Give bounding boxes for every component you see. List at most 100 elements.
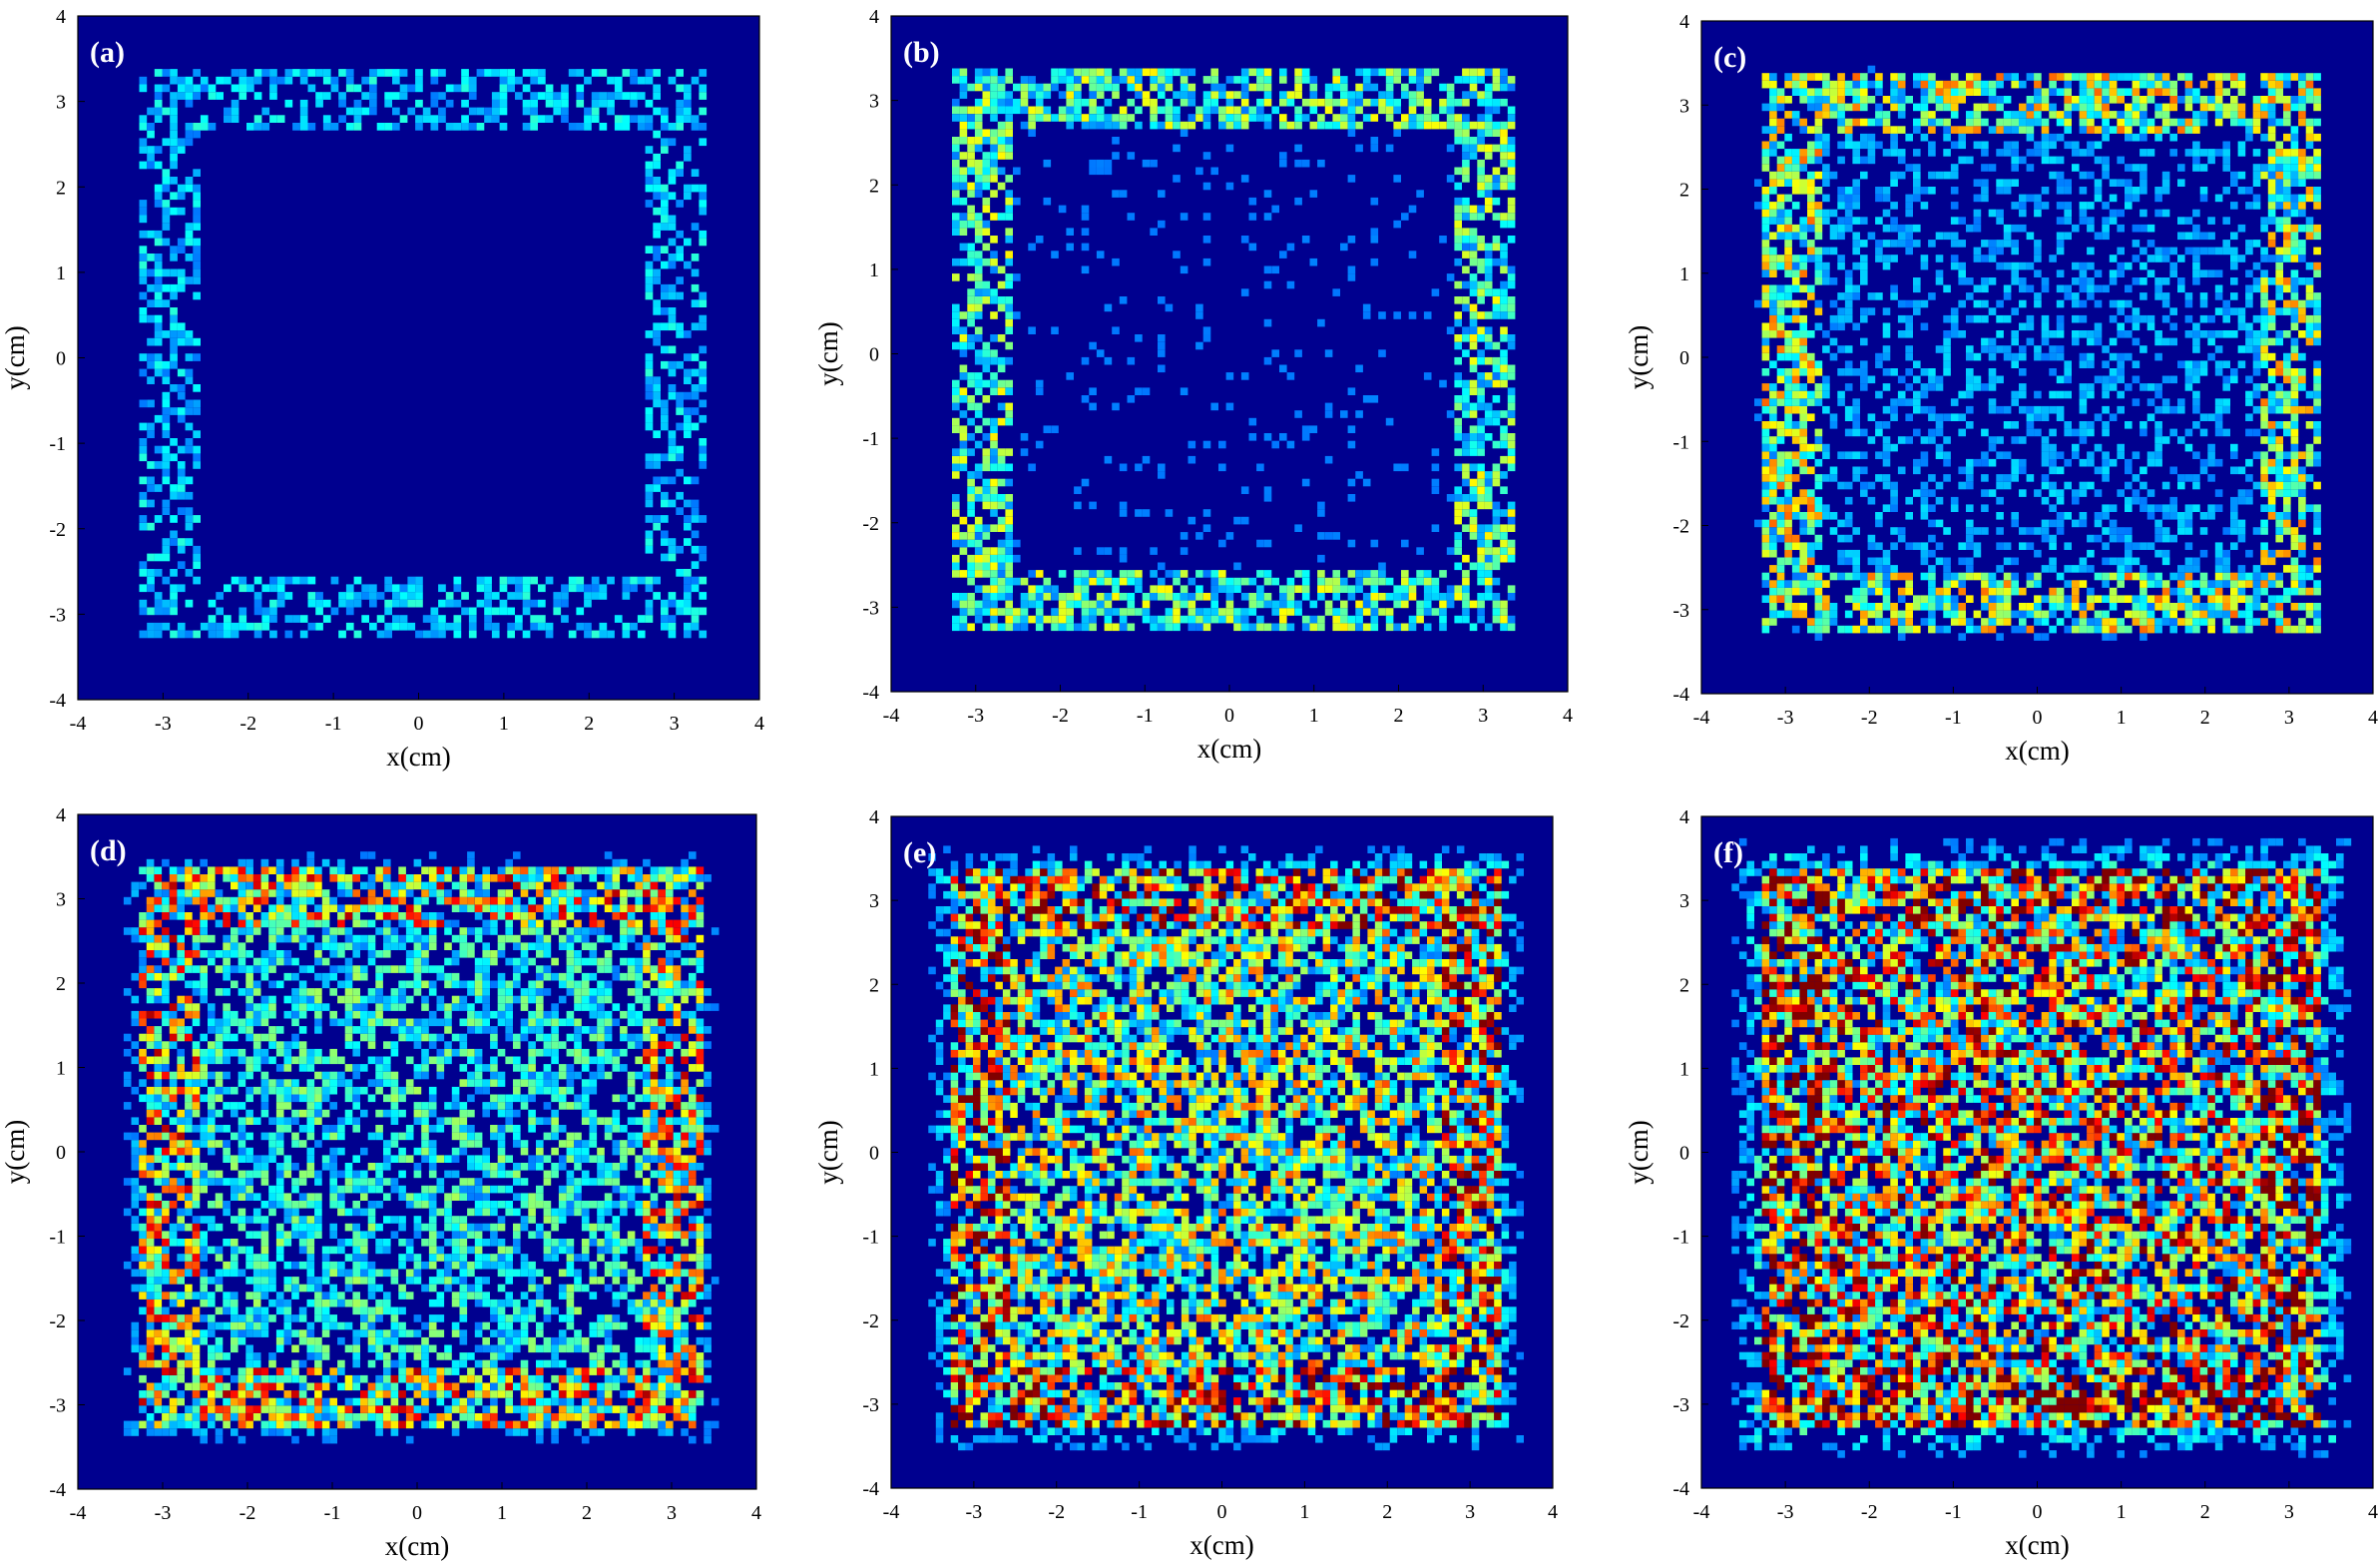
y-tick-label: 4	[869, 6, 879, 28]
x-tick-label: 3	[1478, 705, 1488, 727]
x-tick-label: -3	[1777, 707, 1794, 729]
x-tick-label: 0	[414, 713, 424, 735]
x-tick-label: 2	[2200, 1501, 2210, 1523]
y-tick-label: 2	[1679, 974, 1689, 996]
panel-a: -4 -3 -2 -1 0 1 2 3 4 -4 -3 -2 -1 0 1 2 3 4 x(cm) y(cm) (a)	[0, 6, 764, 772]
x-tick-label: -4	[70, 713, 87, 735]
y-tick-label: 1	[56, 262, 66, 284]
x-tick-label: -4	[1693, 1501, 1710, 1523]
y-tick-label: 1	[869, 1058, 879, 1080]
x-tick-label: 4	[2368, 707, 2378, 729]
x-tick-label: -2	[239, 713, 256, 735]
panel-c: -4 -3 -2 -1 0 1 2 3 4 -4 -3 -2 -1 0 1 2 3 4 x(cm) y(cm) (c)	[1624, 11, 2378, 766]
y-tick-label: -2	[862, 513, 879, 535]
y-tick-label: -4	[49, 690, 66, 712]
x-tick-label: -2	[1052, 705, 1069, 727]
x-tick-label: 3	[667, 1502, 677, 1524]
panel-d: -4 -3 -2 -1 0 1 2 3 4 -4 -3 -2 -1 0 1 2 3 4 x(cm) y(cm) (d)	[0, 804, 761, 1561]
y-tick-label: 1	[869, 260, 879, 281]
heatmap-field	[952, 68, 1516, 632]
x-tick-label: -2	[1861, 707, 1878, 729]
x-tick-label: 3	[670, 713, 680, 735]
x-tick-label: -4	[1693, 707, 1710, 729]
y-tick-label: 2	[1679, 180, 1689, 202]
x-axis-title: x(cm)	[386, 742, 450, 772]
heatmap-field	[1731, 837, 2352, 1458]
y-tick-label: -1	[49, 433, 66, 455]
y-axis-title: y(cm)	[0, 1120, 30, 1184]
panel-e: -4 -3 -2 -1 0 1 2 3 4 -4 -3 -2 -1 0 1 2 3 4 x(cm) y(cm) (e)	[813, 806, 1558, 1560]
x-tick-label: 2	[1394, 705, 1404, 727]
y-tick-label: -2	[49, 519, 66, 541]
x-tick-label: 1	[2117, 707, 2127, 729]
x-tick-label: 3	[2284, 1501, 2294, 1523]
x-axis-title: x(cm)	[2005, 1530, 2069, 1560]
y-tick-label: 1	[1679, 1058, 1689, 1080]
y-tick-label: 2	[869, 175, 879, 197]
panel-b: -4 -3 -2 -1 0 1 2 3 4 -4 -3 -2 -1 0 1 2 3 4 x(cm) y(cm) (b)	[813, 6, 1573, 764]
y-tick-label: 2	[56, 973, 66, 995]
y-tick-label: -1	[862, 1227, 879, 1249]
y-tick-label: 4	[1679, 11, 1689, 33]
y-tick-label: -4	[49, 1479, 66, 1501]
x-axis-title: x(cm)	[2005, 736, 2069, 766]
y-tick-label: 3	[56, 92, 66, 114]
y-tick-label: -4	[862, 1478, 879, 1500]
x-tick-label: -2	[1861, 1501, 1878, 1523]
x-tick-label: 0	[2033, 1501, 2043, 1523]
x-tick-label: 1	[1309, 705, 1319, 727]
y-tick-label: -2	[1672, 516, 1689, 538]
x-tick-label: -3	[967, 705, 984, 727]
x-tick-label: 1	[1299, 1501, 1309, 1523]
y-tick-label: 3	[56, 889, 66, 911]
x-tick-label: 1	[2117, 1501, 2127, 1523]
x-tick-label: 3	[1465, 1501, 1475, 1523]
y-tick-label: -3	[49, 604, 66, 626]
y-tick-label: 0	[56, 1142, 66, 1164]
x-tick-label: 0	[1224, 705, 1234, 727]
panel-label: (d)	[90, 834, 127, 867]
x-tick-label: -2	[1048, 1501, 1065, 1523]
x-axis-title: x(cm)	[385, 1531, 449, 1561]
heatmap-field	[1754, 65, 2321, 641]
y-tick-label: 0	[56, 348, 66, 370]
x-tick-label: -3	[1777, 1501, 1794, 1523]
y-tick-label: 2	[56, 177, 66, 199]
x-tick-label: -4	[70, 1502, 87, 1524]
x-tick-label: -4	[883, 705, 900, 727]
y-tick-label: -4	[862, 682, 879, 704]
y-tick-label: 0	[1679, 347, 1689, 369]
y-tick-label: -3	[49, 1395, 66, 1417]
y-tick-label: 0	[869, 344, 879, 366]
y-tick-label: 1	[1679, 263, 1689, 285]
x-tick-label: 2	[2200, 707, 2210, 729]
x-tick-label: -3	[155, 1502, 172, 1524]
y-tick-label: -1	[862, 428, 879, 450]
heatmap-field	[123, 851, 719, 1444]
x-tick-label: 4	[2368, 1501, 2378, 1523]
y-tick-label: 4	[1679, 806, 1689, 828]
x-tick-label: 4	[1548, 1501, 1558, 1523]
panel-label: (f)	[1713, 836, 1743, 869]
y-tick-label: -3	[862, 1394, 879, 1416]
x-tick-label: 4	[1563, 705, 1573, 727]
x-tick-label: 0	[412, 1502, 422, 1524]
y-tick-label: -1	[49, 1227, 66, 1249]
panel-f: -4 -3 -2 -1 0 1 2 3 4 -4 -3 -2 -1 0 1 2 3 4 x(cm) y(cm) (f)	[1624, 806, 2378, 1560]
panel-label: (b)	[903, 36, 940, 69]
x-tick-label: -1	[1945, 707, 1962, 729]
y-tick-label: -4	[1672, 1478, 1689, 1500]
heatmap-field	[928, 845, 1524, 1451]
y-tick-label: -1	[1672, 431, 1689, 453]
x-tick-label: 2	[582, 1502, 592, 1524]
x-tick-label: 4	[751, 1502, 761, 1524]
x-tick-label: -1	[325, 713, 342, 735]
y-tick-label: 0	[869, 1143, 879, 1165]
y-tick-label: -2	[49, 1310, 66, 1332]
heatmap-field	[139, 69, 708, 639]
y-tick-label: -2	[1672, 1310, 1689, 1332]
y-tick-label: 4	[56, 804, 66, 826]
x-tick-label: -1	[1137, 705, 1154, 727]
y-tick-label: -3	[1672, 600, 1689, 622]
y-axis-title: y(cm)	[1624, 325, 1654, 389]
